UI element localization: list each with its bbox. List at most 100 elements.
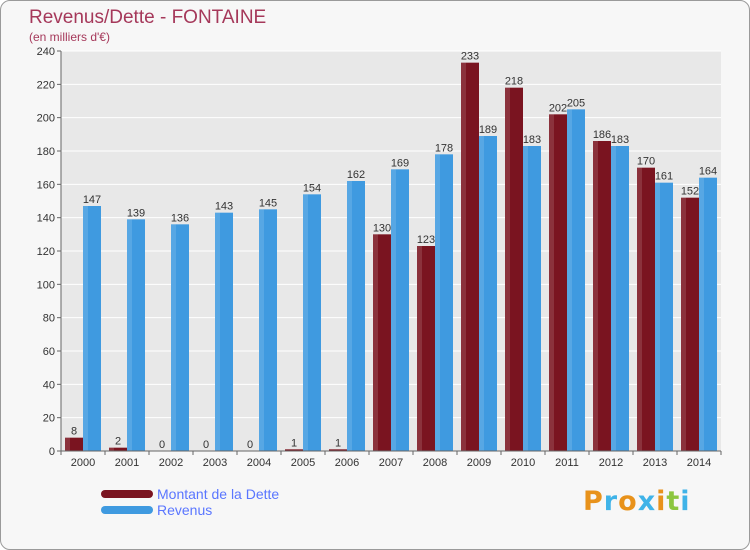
bar-highlight [417,246,422,451]
bar-highlight [65,437,70,451]
data-label-revenus: 169 [391,157,409,169]
x-tick-label: 2013 [643,457,667,469]
legend-swatch-dette [101,490,153,498]
y-tick-label: 240 [37,46,55,58]
bar-highlight [435,154,440,452]
data-label-dette: 0 [247,439,253,451]
bar-revenus [347,181,365,451]
data-label-dette: 123 [417,234,435,246]
x-tick-label: 2005 [291,457,315,469]
y-tick-label: 120 [37,246,55,258]
data-label-dette: 0 [203,439,209,451]
y-tick-label: 140 [37,213,55,225]
logo-letter: o [618,486,638,517]
data-label-dette: 0 [159,439,165,451]
x-tick-label: 2002 [159,457,183,469]
bar-highlight [109,447,114,451]
x-tick-label: 2012 [599,457,623,469]
bar-highlight [391,169,396,452]
data-label-revenus: 205 [567,97,585,109]
x-tick-label: 2010 [511,457,535,469]
chart-subtitle: (en milliers d'€) [29,30,110,44]
data-label-dette: 186 [593,129,611,141]
bar-revenus [259,209,277,451]
bar-highlight [479,136,484,451]
data-label-revenus: 164 [699,166,717,178]
bar-highlight [505,87,510,452]
y-tick-label: 0 [49,446,55,458]
bar-highlight [171,224,176,451]
bar-dette [637,167,655,451]
y-tick-label: 220 [37,79,55,91]
bar-dette [285,449,303,451]
x-tick-label: 2004 [247,457,271,469]
x-tick-label: 2008 [423,457,447,469]
data-label-dette: 170 [637,156,655,168]
y-tick-label: 20 [43,413,55,425]
chart-title: Revenus/Dette - FONTAINE [29,7,267,28]
bar-highlight [523,146,528,451]
y-tick-label: 200 [37,113,55,125]
data-label-revenus: 162 [347,169,365,181]
bar-dette [329,449,347,451]
bar-highlight [681,197,686,451]
bar-revenus [699,177,717,451]
bar-highlight [593,141,598,451]
bar-highlight [259,209,264,451]
bar-revenus [567,109,585,451]
y-tick-label: 160 [37,179,55,191]
x-tick-label: 2000 [71,457,95,469]
data-label-dette: 8 [71,426,77,438]
x-tick-label: 2007 [379,457,403,469]
x-tick-label: 2014 [687,457,711,469]
legend-label-dette: Montant de la Dette [157,486,280,502]
logo-letter: x [637,486,657,517]
data-label-dette: 130 [373,222,391,234]
bar-revenus [523,146,541,451]
bar-revenus [83,206,101,451]
bar-highlight [83,206,88,451]
bar-dette [549,114,567,451]
bar-highlight [549,114,554,451]
data-label-revenus: 161 [655,171,673,183]
bar-revenus [171,224,189,451]
logo-letter: P [583,486,604,517]
bar-revenus [435,154,453,452]
y-tick-label: 100 [37,279,55,291]
bar-highlight [655,182,660,451]
bar-revenus [391,169,409,452]
bar-revenus [479,136,497,451]
logo-letter: r [603,486,619,517]
data-label-revenus: 183 [523,134,541,146]
bar-dette [417,246,435,451]
data-label-revenus: 147 [83,194,101,206]
bar-highlight [347,181,352,451]
bar-revenus [215,212,233,451]
bar-highlight [567,109,572,451]
logo-letter: i [680,486,691,517]
bar-highlight [637,167,642,451]
y-tick-label: 180 [37,146,55,158]
y-tick-label: 80 [43,313,55,325]
bar-highlight [303,194,308,452]
bar-highlight [373,234,378,451]
x-tick-label: 2009 [467,457,491,469]
data-label-dette: 1 [335,437,341,449]
bar-dette [461,62,479,452]
bar-highlight [699,177,704,451]
x-tick-label: 2011 [555,457,579,469]
bar-revenus [127,219,145,451]
logo-letter: i [656,486,667,517]
data-label-revenus: 139 [127,207,145,219]
bar-revenus [655,182,673,451]
data-label-revenus: 183 [611,134,629,146]
data-label-revenus: 189 [479,124,497,136]
data-label-revenus: 136 [171,212,189,224]
bar-dette [593,141,611,451]
data-label-dette: 233 [461,51,479,63]
bar-dette [505,87,523,452]
bar-highlight [215,212,220,451]
bar-highlight [127,219,132,451]
